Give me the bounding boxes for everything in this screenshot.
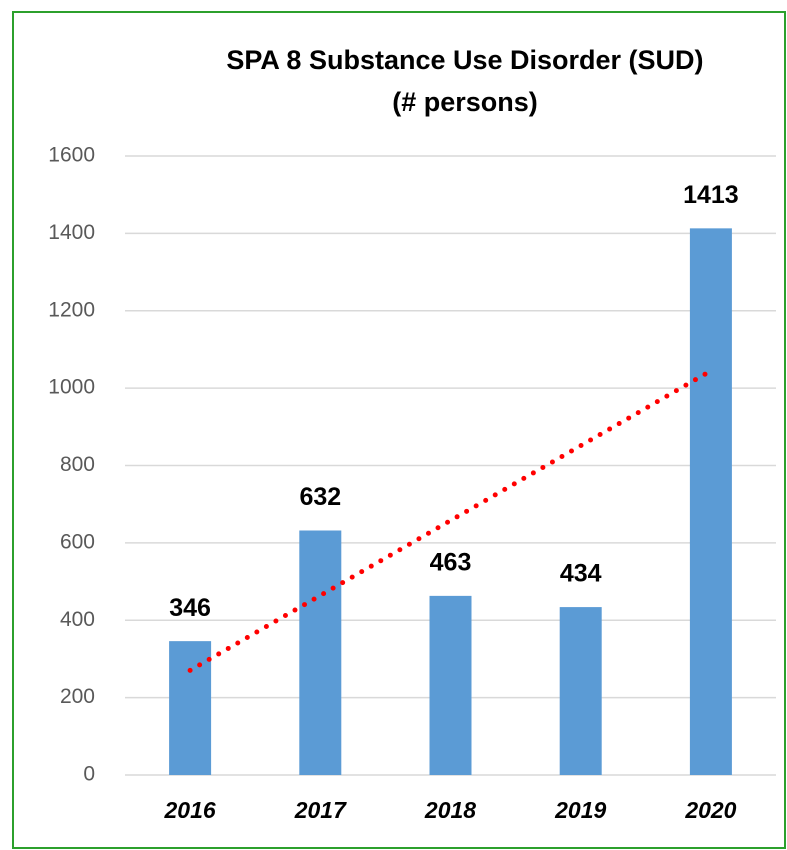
y-tick-label: 400	[60, 608, 95, 631]
x-tick-label: 2019	[554, 797, 606, 823]
chart-subtitle: (# persons)	[392, 87, 538, 117]
trendline	[187, 368, 714, 673]
y-tick-label: 200	[60, 685, 95, 708]
y-tick-label: 1400	[48, 221, 95, 244]
y-tick-label: 0	[83, 763, 95, 786]
data-label: 463	[430, 548, 472, 576]
data-label: 434	[560, 560, 602, 588]
chart-border	[12, 11, 786, 849]
data-label: 1413	[683, 181, 739, 209]
data-label: 632	[299, 483, 341, 511]
bar	[429, 595, 472, 775]
x-tick-label: 2020	[684, 797, 736, 823]
x-tick-label: 2018	[424, 797, 476, 823]
bar	[299, 530, 342, 775]
y-tick-label: 1000	[48, 376, 95, 399]
y-tick-label: 1600	[48, 144, 95, 167]
y-tick-label: 800	[60, 453, 95, 476]
y-tick-label: 1200	[48, 298, 95, 321]
chart-title: SPA 8 Substance Use Disorder (SUD)	[226, 45, 703, 75]
x-tick-label: 2017	[294, 797, 347, 823]
bar	[559, 607, 602, 775]
y-tick-label: 600	[60, 530, 95, 553]
x-tick-label: 2016	[164, 797, 216, 823]
bar	[689, 228, 732, 775]
bar	[169, 641, 212, 775]
data-label: 346	[169, 594, 211, 622]
